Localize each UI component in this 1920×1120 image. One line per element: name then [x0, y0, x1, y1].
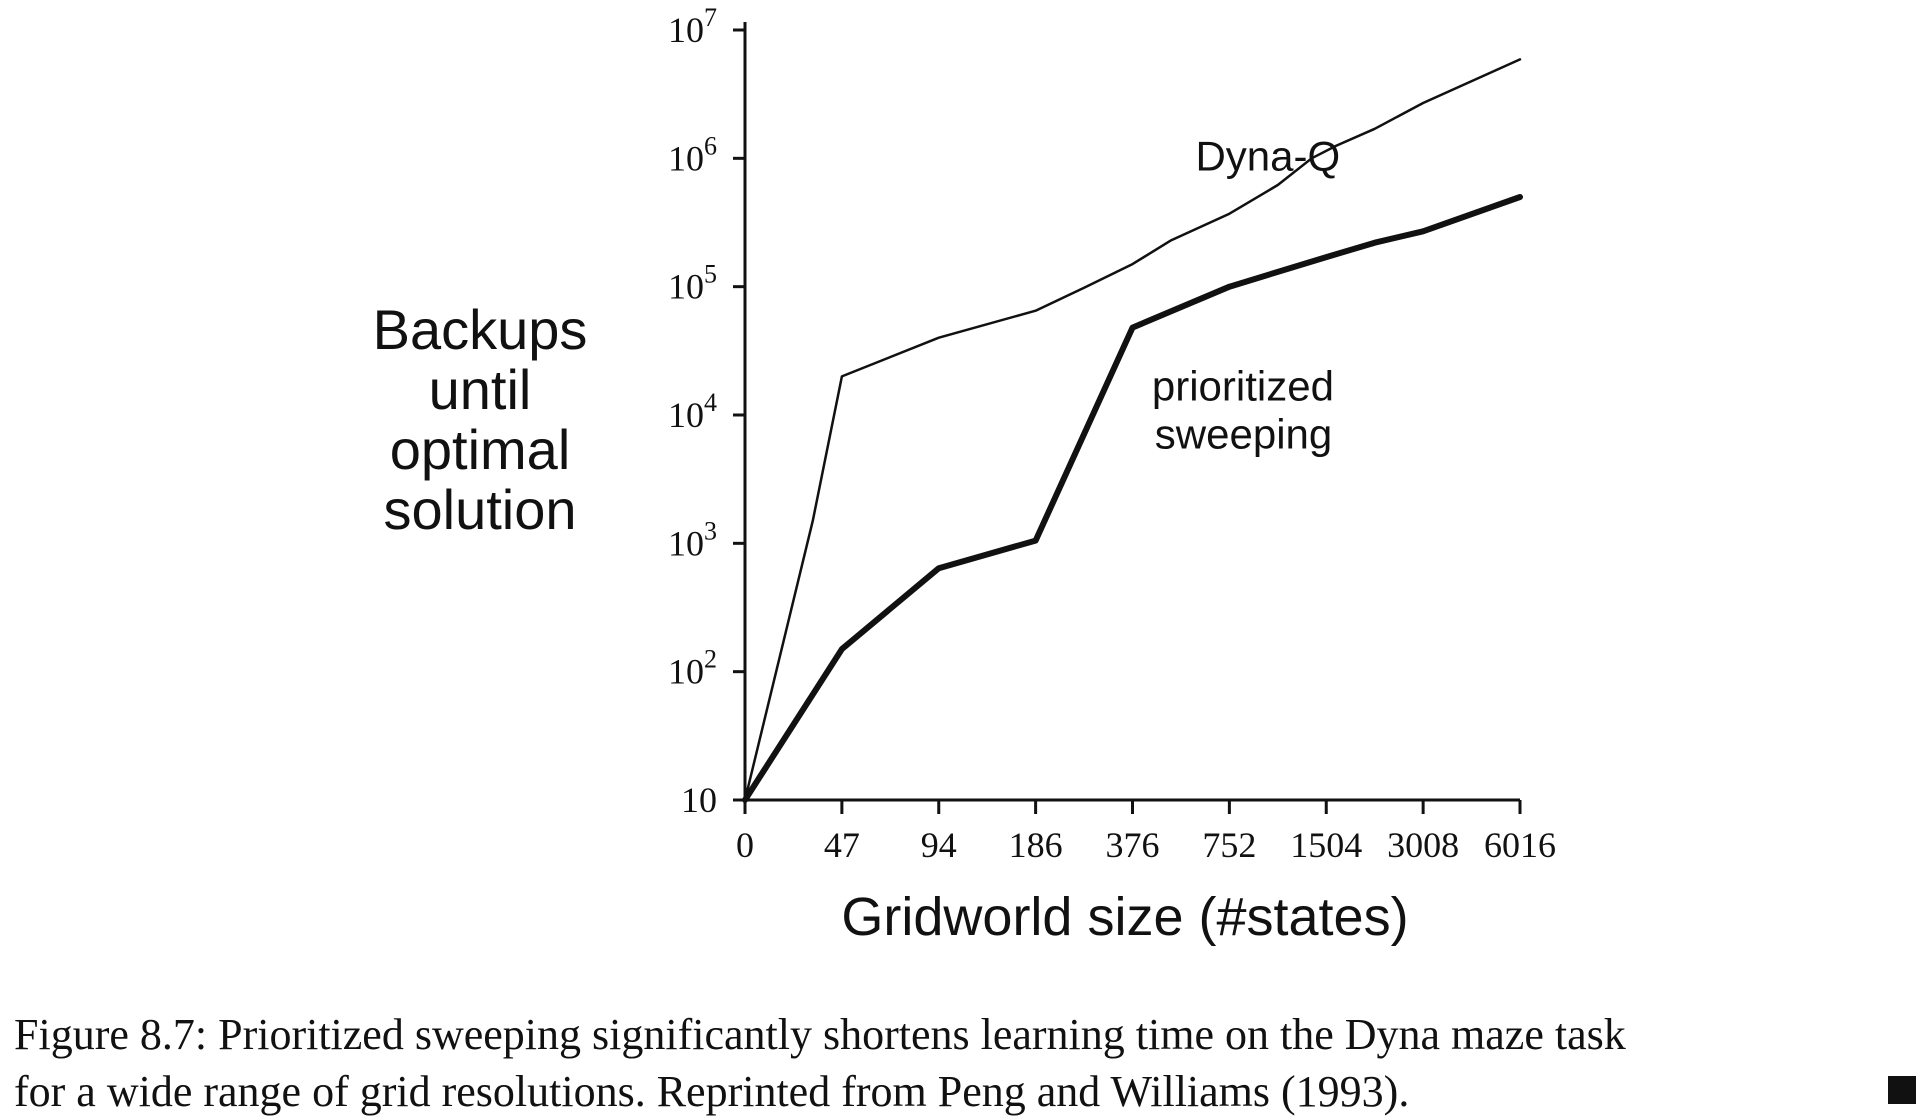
- y-tick-exponent: 3: [704, 516, 717, 545]
- series-label-line: prioritized: [1152, 362, 1334, 409]
- y-tick-label: 103: [668, 516, 717, 563]
- y-tick-base: 10: [668, 138, 704, 178]
- series-labels: Dyna-Q prioritized sweeping: [1152, 132, 1340, 457]
- x-tick-label: 376: [1106, 825, 1160, 865]
- y-tick-label: 105: [668, 260, 717, 307]
- x-tick-label: 0: [736, 825, 754, 865]
- x-tick-label: 752: [1202, 825, 1256, 865]
- series-label-line: sweeping: [1155, 410, 1332, 457]
- x-tick-label: 186: [1009, 825, 1063, 865]
- y-axis-title: Backups until optimal solution: [330, 300, 630, 540]
- prioritized-sweeping-line: [742, 194, 1523, 803]
- y-tick-exponent: 4: [704, 388, 717, 417]
- x-tick-label: 94: [921, 825, 957, 865]
- y-tick-label: 104: [668, 388, 717, 435]
- y-axis-title-line: until: [428, 358, 532, 421]
- y-tick-label: 106: [668, 131, 717, 178]
- y-tick-base: 10: [668, 10, 704, 50]
- figure-caption: Figure 8.7: Prioritized sweeping signifi…: [14, 1006, 1904, 1120]
- y-tick-exponent: 2: [704, 645, 717, 674]
- y-tick-label: 107: [668, 3, 717, 50]
- end-of-proof-square-icon: [1888, 1076, 1916, 1104]
- y-axis-title-line: solution: [383, 478, 577, 541]
- y-tick-base: 10: [668, 395, 704, 435]
- y-tick-label: 10: [681, 780, 717, 820]
- x-tick-label: 1504: [1290, 825, 1362, 865]
- y-tick-exponent: 6: [704, 131, 717, 160]
- caption-line: for a wide range of grid resolutions. Re…: [14, 1067, 1410, 1116]
- y-tick-base: 10: [668, 652, 704, 692]
- y-tick-base: 10: [668, 523, 704, 563]
- series-label-prioritized-sweeping: prioritized sweeping: [1152, 362, 1334, 457]
- y-tick-exponent: 5: [704, 260, 717, 289]
- y-tick-exponent: 7: [704, 3, 717, 32]
- x-tick-label: 3008: [1387, 825, 1459, 865]
- y-axis-title-line: Backups: [372, 298, 588, 361]
- x-tick-label: 6016: [1484, 825, 1556, 865]
- dyna-q-line: [743, 58, 1522, 802]
- y-tick-base: 10: [668, 267, 704, 307]
- x-tick-label: 47: [824, 825, 860, 865]
- x-axis-title: Gridworld size (#states): [841, 887, 1408, 947]
- y-tick-label: 102: [668, 645, 717, 692]
- caption-line: Figure 8.7: Prioritized sweeping signifi…: [14, 1010, 1626, 1059]
- series-label-dyna-q: Dyna-Q: [1195, 132, 1340, 179]
- y-axis-title-line: optimal: [389, 418, 571, 481]
- axes: [733, 22, 1522, 814]
- series-lines: [742, 58, 1523, 803]
